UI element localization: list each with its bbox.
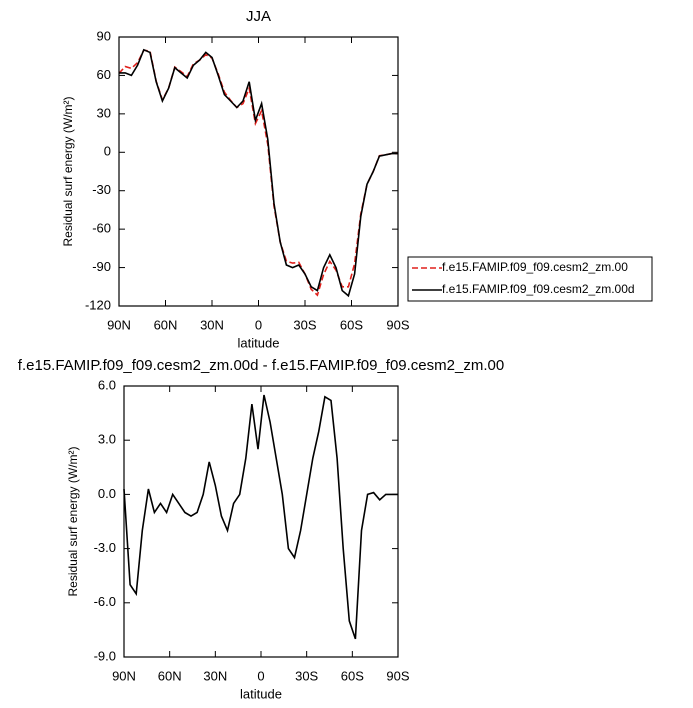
- chart-title: JJA: [246, 8, 271, 25]
- plot-frame: [118, 36, 399, 307]
- chart-title: f.e15.FAMIP.f09_f09.cesm2_zm.00d - f.e15…: [18, 357, 504, 374]
- y-tick-label: -6.0: [94, 594, 116, 609]
- x-tick-label: 30N: [200, 317, 224, 332]
- y-tick-label: 60: [97, 67, 111, 82]
- y-axis-label: Residual surf energy (W/m²): [61, 96, 75, 246]
- y-tick-label: 6.0: [98, 377, 116, 392]
- y-axis-label: Residual surf energy (W/m²): [66, 446, 80, 596]
- legend-label: f.e15.FAMIP.f09_f09.cesm2_zm.00d: [442, 282, 635, 296]
- legend-label: f.e15.FAMIP.f09_f09.cesm2_zm.00: [442, 260, 628, 274]
- x-tick-label: 30S: [295, 668, 318, 683]
- y-tick-label: -9.0: [94, 648, 116, 663]
- x-tick-label: 0: [255, 317, 262, 332]
- y-tick-label: 3.0: [98, 432, 116, 447]
- x-tick-label: 90N: [112, 668, 136, 683]
- y-tick-label: 0.0: [98, 486, 116, 501]
- y-tick-label: 30: [97, 105, 111, 120]
- x-tick-label: 90N: [107, 317, 131, 332]
- x-tick-label: 30S: [293, 317, 316, 332]
- x-tick-label: 30N: [203, 668, 227, 683]
- legend-box: [407, 256, 653, 302]
- data-line: [123, 394, 398, 640]
- y-tick-label: -90: [92, 259, 111, 274]
- x-axis-label: latitude: [240, 686, 282, 701]
- y-tick-label: -3.0: [94, 540, 116, 555]
- x-tick-label: 60N: [154, 317, 178, 332]
- plot-frame: [123, 385, 399, 658]
- y-tick-label: -30: [92, 182, 111, 197]
- y-tick-label: 0: [104, 144, 111, 159]
- x-tick-label: 90S: [386, 668, 409, 683]
- x-tick-label: 90S: [386, 317, 409, 332]
- x-tick-label: 60S: [340, 317, 363, 332]
- x-tick-label: 0: [257, 668, 264, 683]
- data-line: [119, 48, 398, 298]
- y-tick-label: -60: [92, 221, 111, 236]
- y-tick-label: -120: [85, 297, 111, 312]
- x-tick-label: 60S: [341, 668, 364, 683]
- y-tick-label: 90: [97, 28, 111, 43]
- x-axis-label: latitude: [238, 335, 280, 350]
- x-tick-label: 60N: [158, 668, 182, 683]
